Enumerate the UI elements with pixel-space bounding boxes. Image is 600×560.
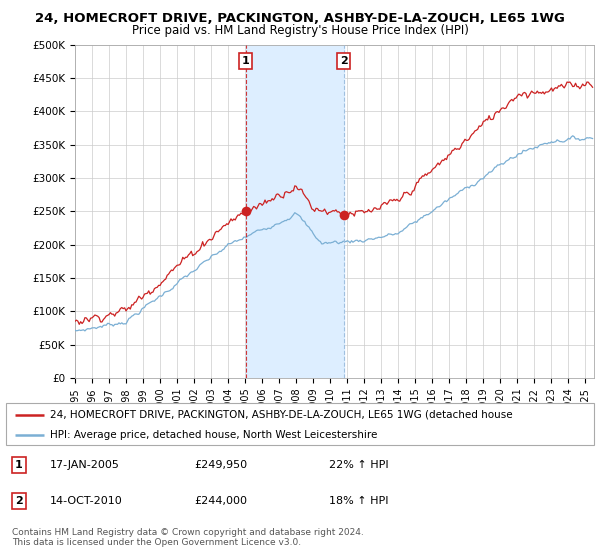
FancyBboxPatch shape xyxy=(6,403,594,445)
Text: 24, HOMECROFT DRIVE, PACKINGTON, ASHBY-DE-LA-ZOUCH, LE65 1WG: 24, HOMECROFT DRIVE, PACKINGTON, ASHBY-D… xyxy=(35,12,565,25)
Text: 17-JAN-2005: 17-JAN-2005 xyxy=(50,460,120,470)
Text: HPI: Average price, detached house, North West Leicestershire: HPI: Average price, detached house, Nort… xyxy=(50,430,377,440)
Text: 22% ↑ HPI: 22% ↑ HPI xyxy=(329,460,389,470)
Text: Contains HM Land Registry data © Crown copyright and database right 2024.
This d: Contains HM Land Registry data © Crown c… xyxy=(12,528,364,547)
Text: 1: 1 xyxy=(242,56,250,66)
Text: £244,000: £244,000 xyxy=(194,496,247,506)
Text: 24, HOMECROFT DRIVE, PACKINGTON, ASHBY-DE-LA-ZOUCH, LE65 1WG (detached house: 24, HOMECROFT DRIVE, PACKINGTON, ASHBY-D… xyxy=(50,410,513,420)
Text: 1: 1 xyxy=(15,460,23,470)
Text: 14-OCT-2010: 14-OCT-2010 xyxy=(50,496,123,506)
Bar xyxy=(246,45,344,378)
Text: Price paid vs. HM Land Registry's House Price Index (HPI): Price paid vs. HM Land Registry's House … xyxy=(131,24,469,37)
Text: 2: 2 xyxy=(15,496,23,506)
Text: 2: 2 xyxy=(340,56,347,66)
Text: 18% ↑ HPI: 18% ↑ HPI xyxy=(329,496,389,506)
Text: £249,950: £249,950 xyxy=(194,460,247,470)
